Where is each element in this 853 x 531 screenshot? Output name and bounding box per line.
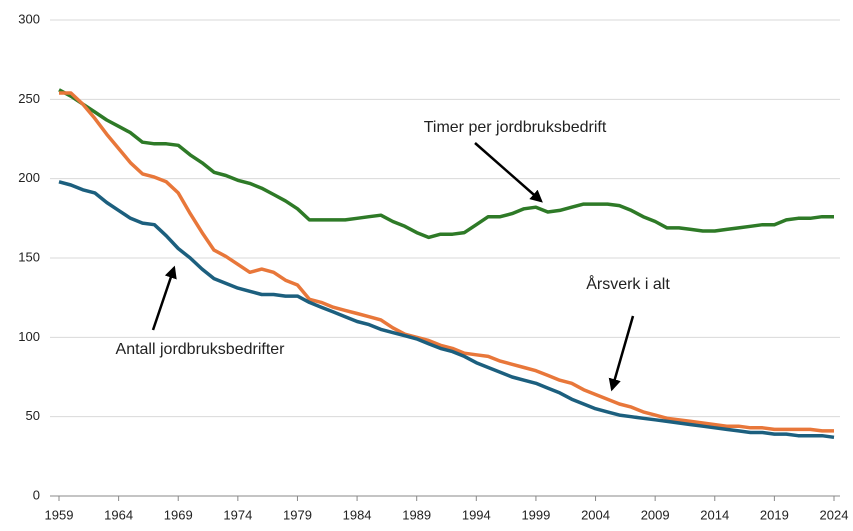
x-tick-label: 2024 [820, 507, 849, 522]
lines [58, 88, 835, 440]
y-tick-label: 150 [18, 249, 40, 264]
x-tick-label: 2014 [700, 507, 729, 522]
series-line [58, 180, 835, 440]
x-tick-label: 1984 [343, 507, 372, 522]
annotation-arrow [151, 265, 177, 331]
x-tick-label: 1989 [402, 507, 431, 522]
y-tick-label: 0 [33, 487, 40, 502]
annotation: Årsverk i alt [586, 274, 670, 293]
annotation-arrow [474, 142, 543, 203]
y-tick-label: 300 [18, 11, 40, 26]
annotation: Timer per jordbruksbedrift [424, 119, 607, 136]
annotation-arrow [608, 315, 635, 392]
grid [50, 19, 840, 501]
x-tick-label: 1959 [45, 507, 74, 522]
y-tick-label: 250 [18, 91, 40, 106]
x-tick-label: 1969 [164, 507, 193, 522]
y-tick-label: 100 [18, 329, 40, 344]
x-tick-label: 1999 [521, 507, 550, 522]
x-tick-label: 2004 [581, 507, 610, 522]
x-tick-label: 2019 [760, 507, 789, 522]
x-tick-label: 2009 [641, 507, 670, 522]
x-tick-label: 1974 [223, 507, 252, 522]
x-tick-label: 1994 [462, 507, 491, 522]
series-line [58, 88, 834, 240]
series-line [59, 91, 834, 433]
y-tick-label: 50 [26, 408, 40, 423]
annotation: Antall jordbruksbedrifter [116, 341, 286, 358]
x-tick-label: 1964 [104, 507, 133, 522]
y-tick-label: 200 [18, 170, 40, 185]
x-tick-label: 1979 [283, 507, 312, 522]
